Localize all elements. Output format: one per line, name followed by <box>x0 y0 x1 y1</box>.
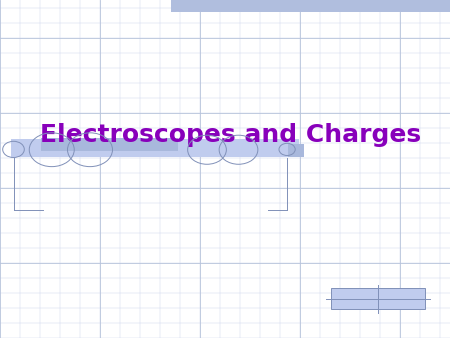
Bar <box>288 144 304 157</box>
Bar <box>11 139 299 157</box>
Bar <box>40 138 178 151</box>
Bar <box>331 288 425 309</box>
Text: Electroscopes and Charges: Electroscopes and Charges <box>40 123 422 147</box>
Bar <box>171 0 450 12</box>
